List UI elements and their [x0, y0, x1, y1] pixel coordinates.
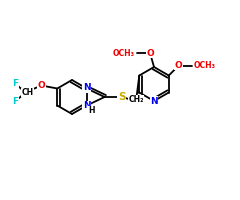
Text: OCH₃: OCH₃ — [194, 61, 216, 70]
Text: H: H — [89, 106, 95, 115]
Text: N: N — [83, 84, 90, 92]
Text: F: F — [12, 79, 18, 88]
Text: N: N — [83, 102, 90, 110]
Text: F: F — [12, 97, 18, 106]
Text: O: O — [37, 81, 45, 90]
Text: CH₂: CH₂ — [128, 96, 144, 104]
Text: N: N — [150, 97, 158, 106]
Text: O: O — [175, 61, 183, 70]
Text: S: S — [118, 92, 125, 102]
Text: CH: CH — [21, 88, 33, 97]
Text: OCH₃: OCH₃ — [113, 48, 135, 58]
Text: O: O — [146, 48, 154, 58]
